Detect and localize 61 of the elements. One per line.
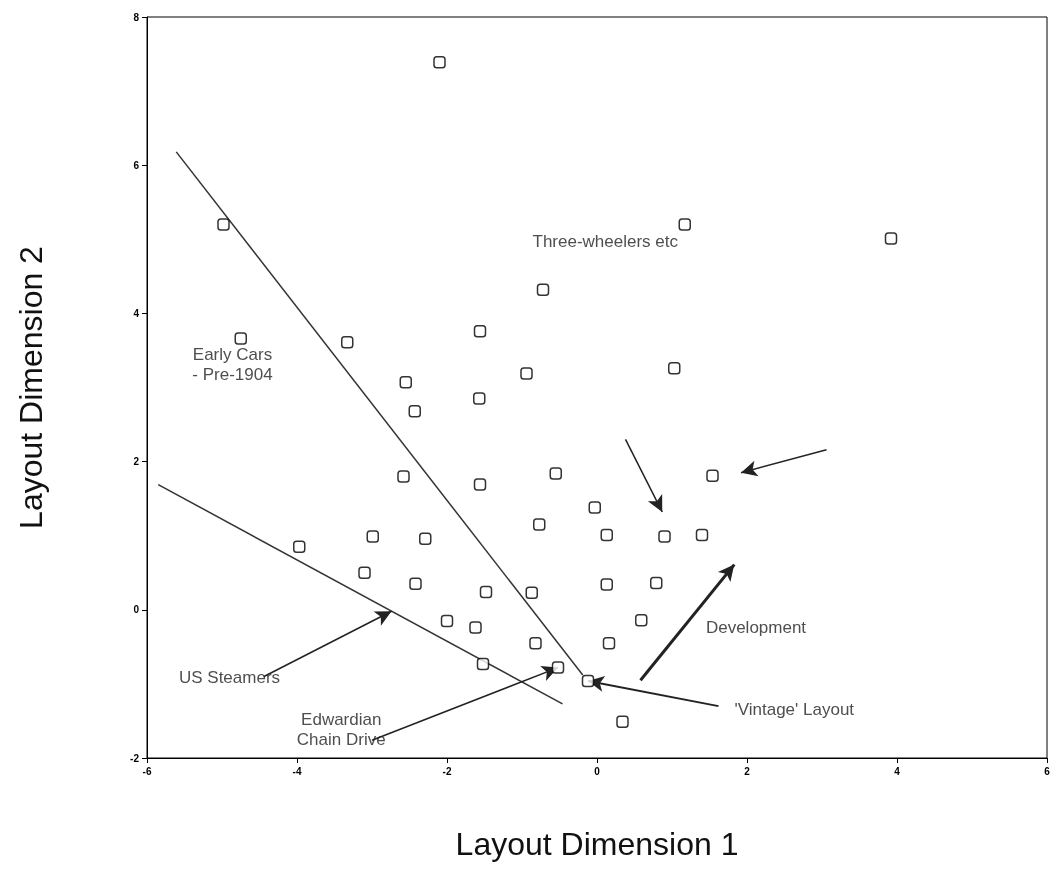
annotation: US Steamers [178, 667, 281, 687]
point [884, 232, 898, 245]
point [581, 674, 595, 688]
point [217, 218, 230, 231]
point [341, 336, 354, 349]
point [476, 657, 490, 671]
point [600, 528, 613, 542]
point [433, 55, 446, 69]
y-tick-label: 4 [133, 307, 140, 319]
y-tick-label: 0 [133, 604, 140, 616]
point [602, 636, 616, 650]
x-tick-label: 0 [594, 765, 601, 777]
x-tick-label: -4 [292, 765, 302, 777]
point [600, 578, 613, 591]
point [397, 470, 410, 483]
point [678, 218, 691, 231]
point [635, 613, 648, 627]
point [473, 478, 487, 491]
y-axis-title: Layout Dimension 2 [13, 246, 49, 529]
point [616, 715, 629, 728]
point [706, 469, 719, 482]
x-axis-title: Layout Dimension 1 [455, 826, 739, 862]
point [668, 361, 681, 375]
annotation: Development [705, 618, 807, 638]
x-tick-label: 4 [894, 765, 901, 777]
point [658, 530, 671, 543]
point [551, 661, 565, 674]
point [399, 376, 412, 389]
annotation: Early Cars - Pre-1904 [192, 345, 273, 385]
point [440, 614, 454, 628]
point [469, 621, 482, 634]
x-tick-label: -6 [142, 765, 152, 777]
point [536, 283, 550, 296]
point [408, 404, 421, 418]
point [650, 576, 663, 590]
point [549, 467, 562, 480]
annotation: Edwardian Chain Drive [296, 710, 386, 750]
point [473, 324, 487, 338]
annotation: Three-wheelers etc [532, 232, 679, 252]
point [479, 585, 493, 599]
point [525, 586, 538, 600]
point [358, 566, 371, 579]
y-tick-label: 6 [133, 159, 140, 171]
point [588, 501, 601, 514]
point [520, 367, 533, 380]
point [234, 332, 247, 345]
point [366, 530, 379, 543]
annotation: 'Vintage' Layout [734, 700, 855, 720]
point [695, 528, 709, 542]
point [293, 540, 306, 554]
point [473, 392, 486, 405]
x-tick-label: 2 [744, 765, 751, 777]
x-tick-label: -2 [442, 765, 452, 777]
point [529, 636, 542, 650]
point [409, 577, 422, 591]
y-tick-label: 8 [133, 11, 140, 23]
y-tick-label: -2 [130, 752, 140, 764]
y-tick-label: 2 [133, 456, 140, 468]
point [419, 532, 432, 545]
x-tick-label: 6 [1044, 765, 1051, 777]
point [533, 518, 546, 531]
